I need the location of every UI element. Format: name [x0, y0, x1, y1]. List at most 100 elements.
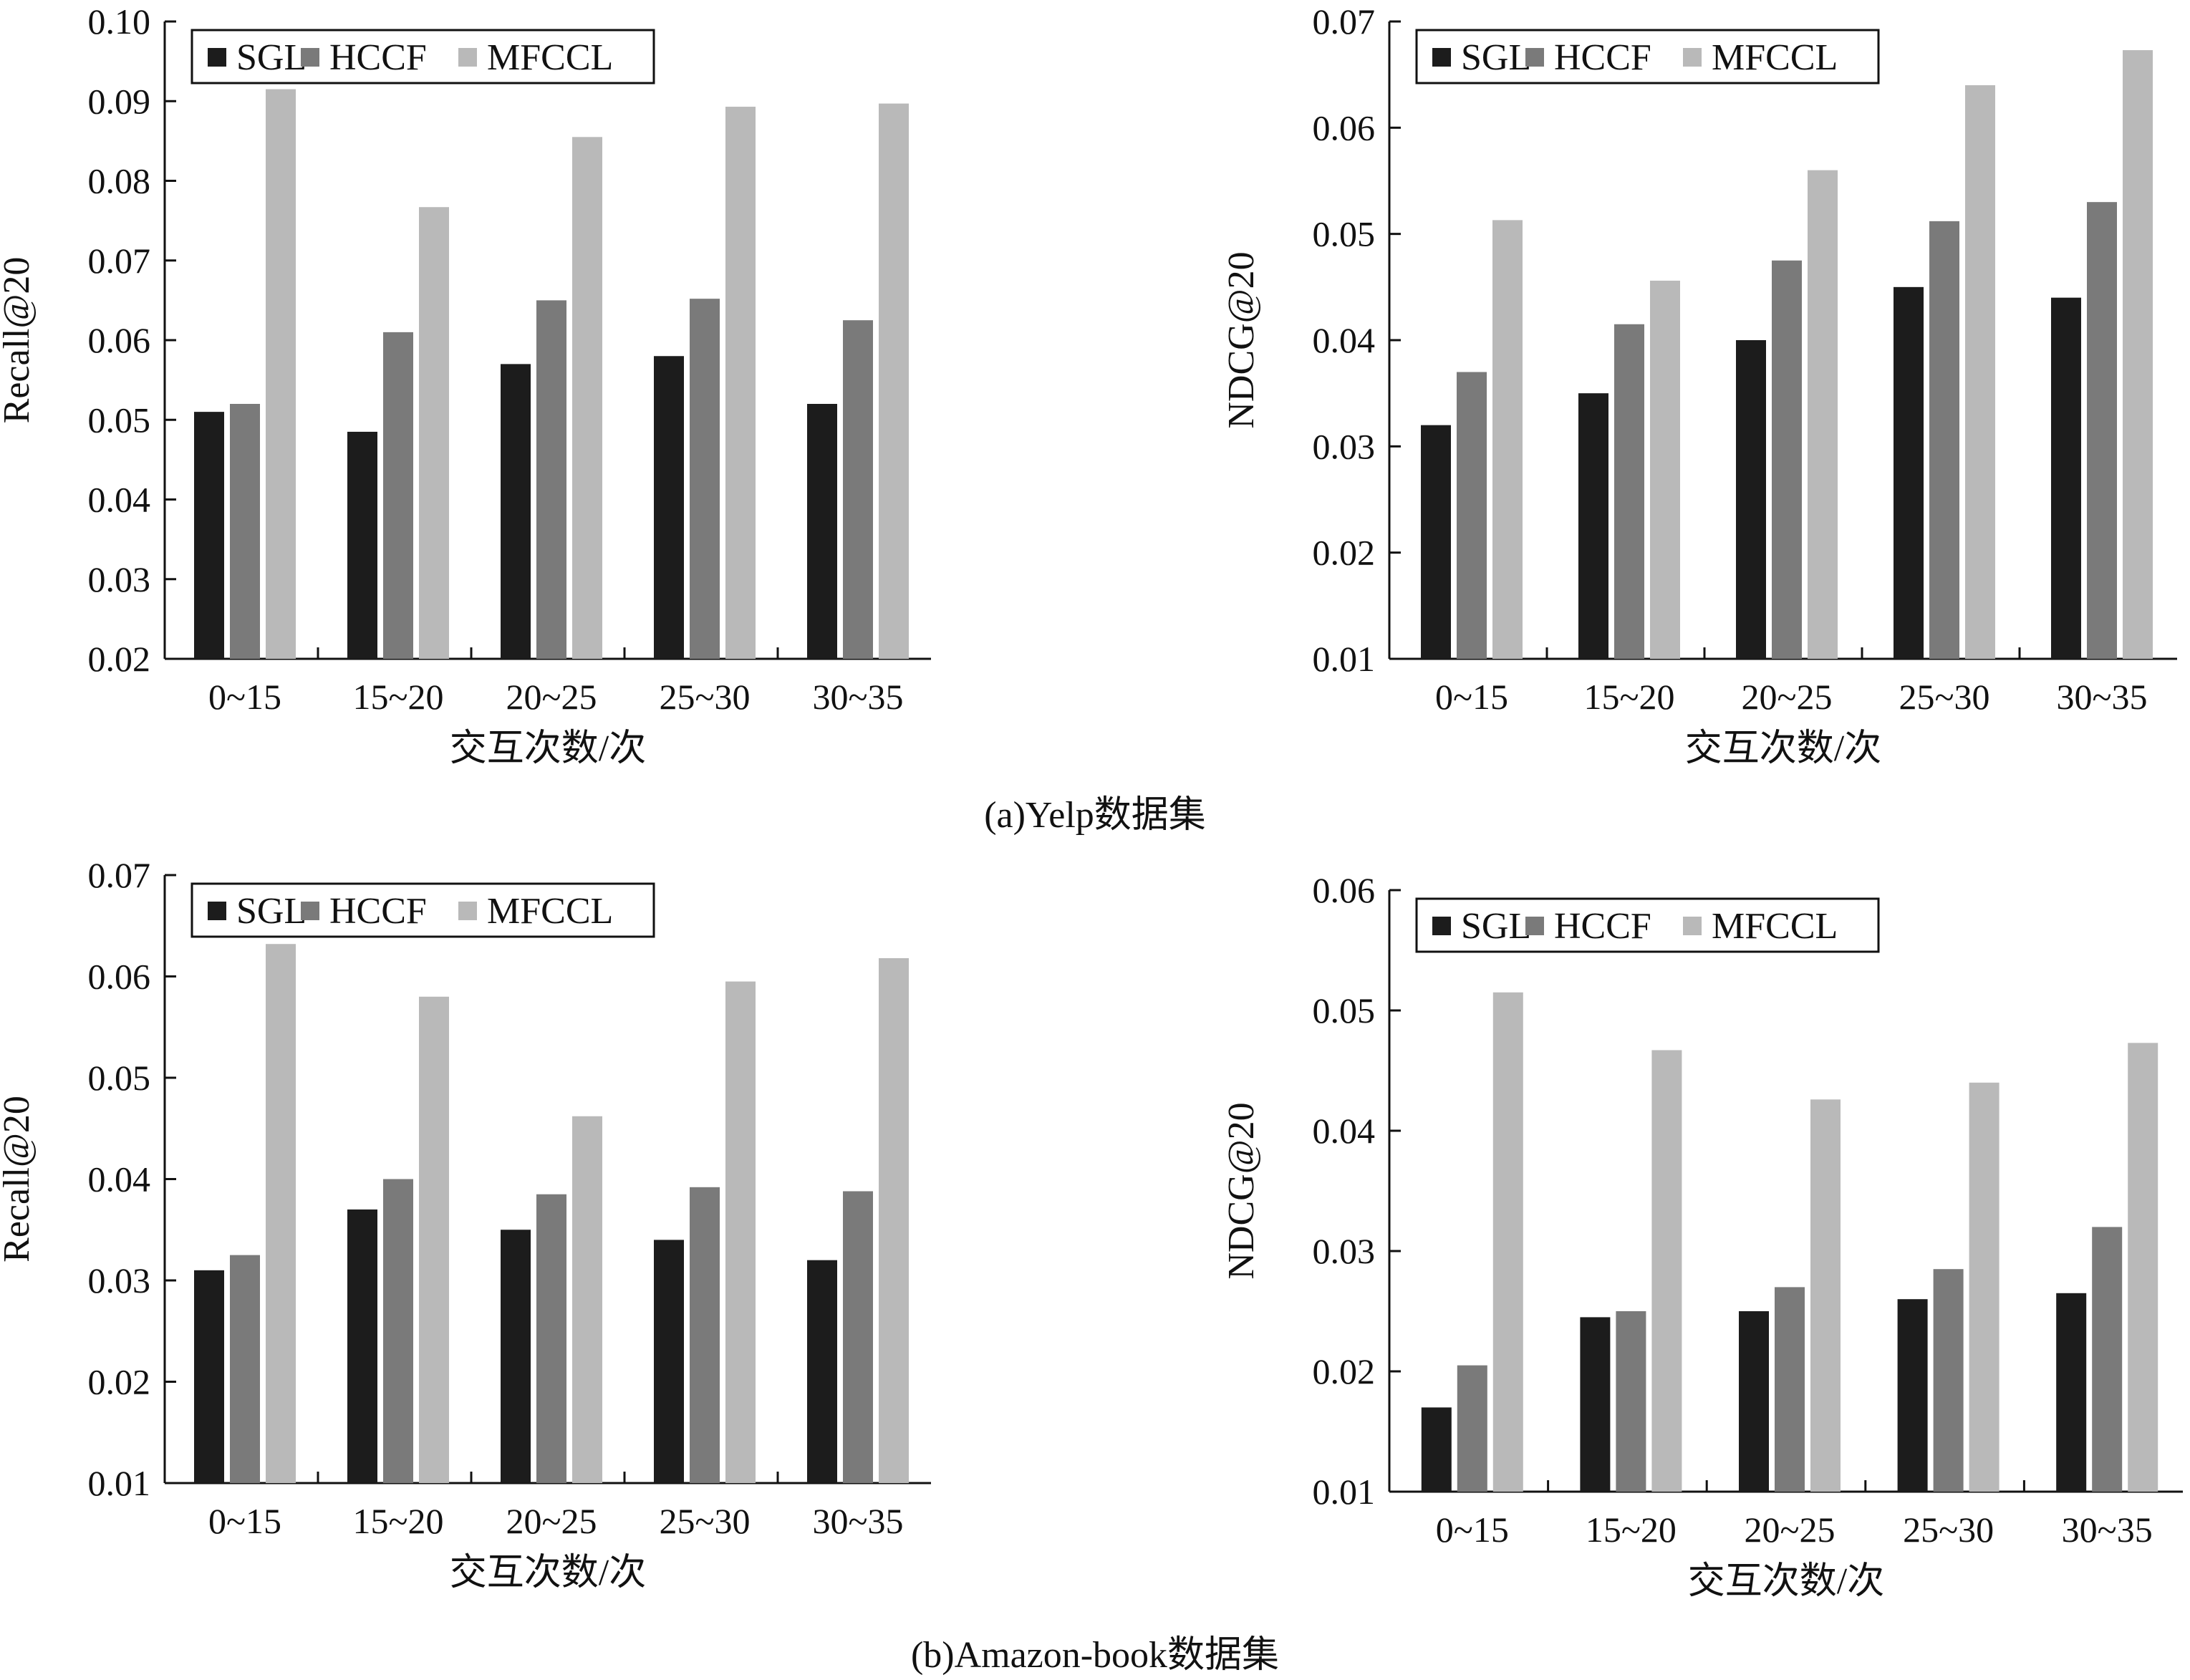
legend-label-sgl: SGL [236, 891, 307, 932]
bar-hccf-30~35 [2087, 202, 2117, 660]
bar-mfccl-20~25 [572, 1116, 602, 1483]
bar-mfccl-0~15 [1492, 992, 1523, 1492]
x-tick-label: 20~25 [506, 677, 597, 717]
legend-box [1415, 897, 1880, 953]
bar-sgl-30~35 [807, 404, 837, 659]
y-axis-title: Recall@20 [0, 257, 37, 424]
bar-sgl-25~30 [1894, 286, 1924, 659]
bar-sgl-15~20 [1580, 1317, 1611, 1492]
bar-hccf-30~35 [2092, 1227, 2123, 1492]
bar-mfccl-25~30 [1969, 1082, 2000, 1492]
x-axis-title: 交互次数/次 [450, 1553, 646, 1593]
chart-1: 0.02 0.03 0.04 0.05 0.06 0.07 0.08 0.09 0.10 0~15… [0, 1, 931, 769]
bar-sgl-20~25 [1739, 1311, 1769, 1492]
y-tick-label: 0.07 [88, 241, 151, 281]
y-tick-label: 0.03 [1313, 1231, 1376, 1271]
bar-hccf-15~20 [1616, 1311, 1646, 1492]
x-tick-label: 15~20 [352, 677, 443, 717]
bar-hccf-15~20 [1614, 324, 1644, 659]
bar-mfccl-15~20 [1651, 1050, 1682, 1492]
legend-label-mfccl: MFCCL [487, 37, 613, 78]
legend-swatch-hccf [1525, 917, 1544, 935]
legend-swatch-hccf [301, 902, 319, 920]
bar-hccf-25~30 [690, 1187, 720, 1483]
y-tick-label: 0.01 [1313, 639, 1376, 679]
x-tick-label: 0~15 [208, 1501, 281, 1541]
chart-2: 0.01 0.02 0.03 0.04 0.05 0.06 0.07 0~15 15~20 20~… [1221, 1, 2177, 769]
caption-amazon-book: (b)Amazon-book数据集 [911, 1635, 1279, 1676]
x-tick-label: 15~20 [352, 1501, 443, 1541]
chart-4: 0.01 0.02 0.03 0.04 0.05 0.06 0~15 15~20 20~25 25… [1221, 870, 2183, 1602]
y-axis-title: NDCG@20 [1221, 1102, 1262, 1279]
x-tick-label: 30~35 [812, 677, 903, 717]
bar-hccf-20~25 [1775, 1287, 1805, 1492]
bar-sgl-30~35 [2056, 1293, 2087, 1492]
x-tick-label: 0~15 [1435, 677, 1508, 717]
y-tick-label: 0.03 [88, 559, 151, 599]
charts-group: 0.02 0.03 0.04 0.05 0.06 0.07 0.08 0.09 0.10 0~15… [0, 1, 2183, 1602]
bar-sgl-0~15 [1421, 1407, 1452, 1492]
bar-sgl-25~30 [654, 1240, 684, 1483]
legend: SGL HCCF MFCCL [1415, 897, 1880, 953]
y-axis-title: Recall@20 [0, 1096, 37, 1263]
x-tick-label: 0~15 [1436, 1510, 1509, 1550]
bar-mfccl-15~20 [419, 207, 449, 659]
legend-label-hccf: HCCF [1554, 37, 1651, 78]
bar-hccf-25~30 [1933, 1269, 1964, 1492]
caption-yelp: (a)Yelp数据集 [984, 795, 1206, 836]
bar-sgl-20~25 [501, 1230, 531, 1483]
legend-swatch-sgl [208, 902, 226, 920]
y-tick-label: 0.01 [88, 1463, 151, 1503]
bar-mfccl-30~35 [2123, 50, 2153, 660]
legend-swatch-mfccl [1683, 917, 1702, 935]
y-tick-label: 0.04 [1313, 320, 1376, 360]
legend-swatch-sgl [1432, 48, 1451, 67]
y-tick-label: 0.06 [1313, 870, 1376, 910]
y-tick-label: 0.02 [1313, 1351, 1376, 1391]
bar-mfccl-20~25 [572, 137, 602, 659]
bar-hccf-0~15 [230, 404, 260, 659]
bar-hccf-15~20 [383, 332, 413, 659]
y-tick-label: 0.09 [88, 81, 151, 121]
x-tick-label: 30~35 [812, 1501, 903, 1541]
bar-hccf-25~30 [1929, 221, 1959, 659]
bar-hccf-30~35 [843, 320, 873, 659]
x-tick-label: 30~35 [2056, 677, 2147, 717]
legend-label-hccf: HCCF [329, 37, 427, 78]
y-tick-label: 0.07 [88, 855, 151, 895]
bar-mfccl-30~35 [2128, 1043, 2158, 1492]
y-axis-title: NDCG@20 [1221, 251, 1262, 428]
bar-mfccl-15~20 [1650, 280, 1680, 659]
bar-mfccl-25~30 [725, 107, 756, 660]
bar-mfccl-0~15 [1492, 220, 1523, 660]
y-tick-label: 0.05 [1313, 990, 1376, 1030]
chart-3: 0.01 0.02 0.03 0.04 0.05 0.06 0.07 0~15 15~20 20~… [0, 855, 931, 1593]
legend-swatch-mfccl [458, 902, 477, 920]
bar-mfccl-15~20 [419, 996, 449, 1483]
legend-swatch-hccf [1525, 48, 1544, 67]
legend-label-hccf: HCCF [329, 891, 427, 932]
x-tick-label: 15~20 [1586, 1510, 1677, 1550]
bar-sgl-0~15 [194, 1270, 224, 1483]
bar-sgl-0~15 [1421, 425, 1451, 659]
legend-label-sgl: SGL [236, 37, 307, 78]
x-axis-title: 交互次数/次 [1688, 1561, 1884, 1602]
y-tick-label: 0.04 [1313, 1111, 1376, 1151]
y-tick-label: 0.06 [88, 957, 151, 997]
y-tick-label: 0.08 [88, 161, 151, 201]
y-tick-label: 0.03 [88, 1260, 151, 1300]
bar-sgl-15~20 [1578, 393, 1608, 659]
x-tick-label: 20~25 [1741, 677, 1832, 717]
x-tick-label: 20~25 [506, 1501, 597, 1541]
bar-sgl-25~30 [654, 356, 684, 659]
x-tick-label: 0~15 [208, 677, 281, 717]
legend-swatch-sgl [208, 48, 226, 67]
bar-hccf-20~25 [536, 300, 566, 659]
y-tick-label: 0.02 [1313, 533, 1376, 573]
bar-sgl-15~20 [347, 1209, 377, 1483]
legend-box [1415, 29, 1880, 85]
y-tick-label: 0.05 [1313, 214, 1376, 254]
bar-hccf-20~25 [536, 1194, 566, 1483]
y-tick-label: 0.01 [1313, 1472, 1376, 1512]
